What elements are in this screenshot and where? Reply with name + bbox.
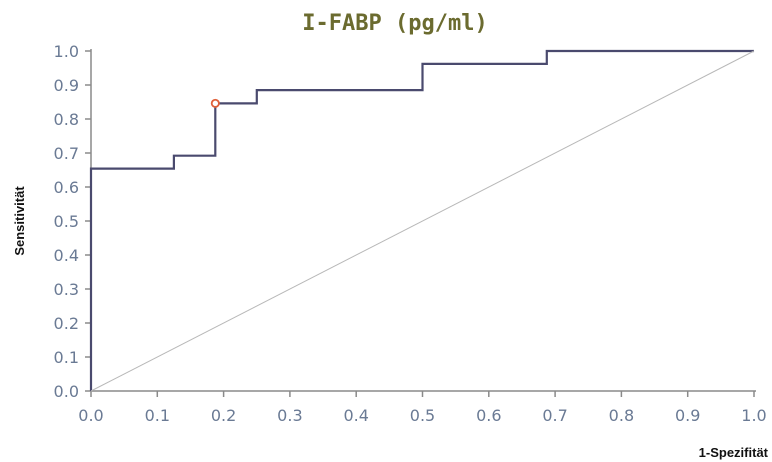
y-tick-label: 0.1 [54, 348, 79, 367]
y-tick-label: 0.6 [54, 178, 79, 197]
x-tick-label: 0.4 [343, 406, 368, 425]
y-tick-label: 0.2 [54, 314, 79, 333]
y-axis-ticks: 0.0 0.1 0.2 0.3 0.4 0.5 0.6 0.7 0.8 0.9 1.0 [54, 42, 91, 401]
x-axis-ticks: 0.0 0.1 0.2 0.3 0.4 0.5 0.6 0.7 0.8 0.9 1.0 [78, 391, 767, 425]
plot-area [89, 49, 755, 392]
x-tick-label: 0.3 [277, 406, 302, 425]
x-tick-label: 0.6 [476, 406, 501, 425]
chart-title: I-FABP (pg/ml) [302, 11, 487, 36]
y-tick-label: 0.3 [54, 280, 79, 299]
x-tick-label: 0.7 [542, 406, 567, 425]
x-tick-label: 0.0 [78, 406, 103, 425]
roc-curve-line [89, 49, 754, 391]
x-axis-label: 1-Spezifität [699, 445, 769, 460]
x-tick-label: 0.5 [410, 406, 435, 425]
x-tick-label: 0.1 [145, 406, 170, 425]
x-tick-label: 0.9 [675, 406, 700, 425]
x-tick-label: 0.2 [211, 406, 236, 425]
y-tick-label: 0.5 [54, 212, 79, 231]
y-tick-label: 0.7 [54, 144, 79, 163]
x-tick-label: 0.8 [609, 406, 634, 425]
y-tick-label: 0.4 [54, 246, 79, 265]
y-tick-label: 0.9 [54, 76, 79, 95]
x-tick-label: 1.0 [741, 406, 766, 425]
y-tick-label: 1.0 [54, 42, 79, 61]
reference-diagonal-line [90, 50, 755, 392]
y-tick-label: 0.8 [54, 110, 79, 129]
y-axis-label: Sensitivität [12, 186, 27, 256]
y-tick-label: 0.0 [54, 382, 79, 401]
optimal-cutoff-point [210, 98, 220, 108]
